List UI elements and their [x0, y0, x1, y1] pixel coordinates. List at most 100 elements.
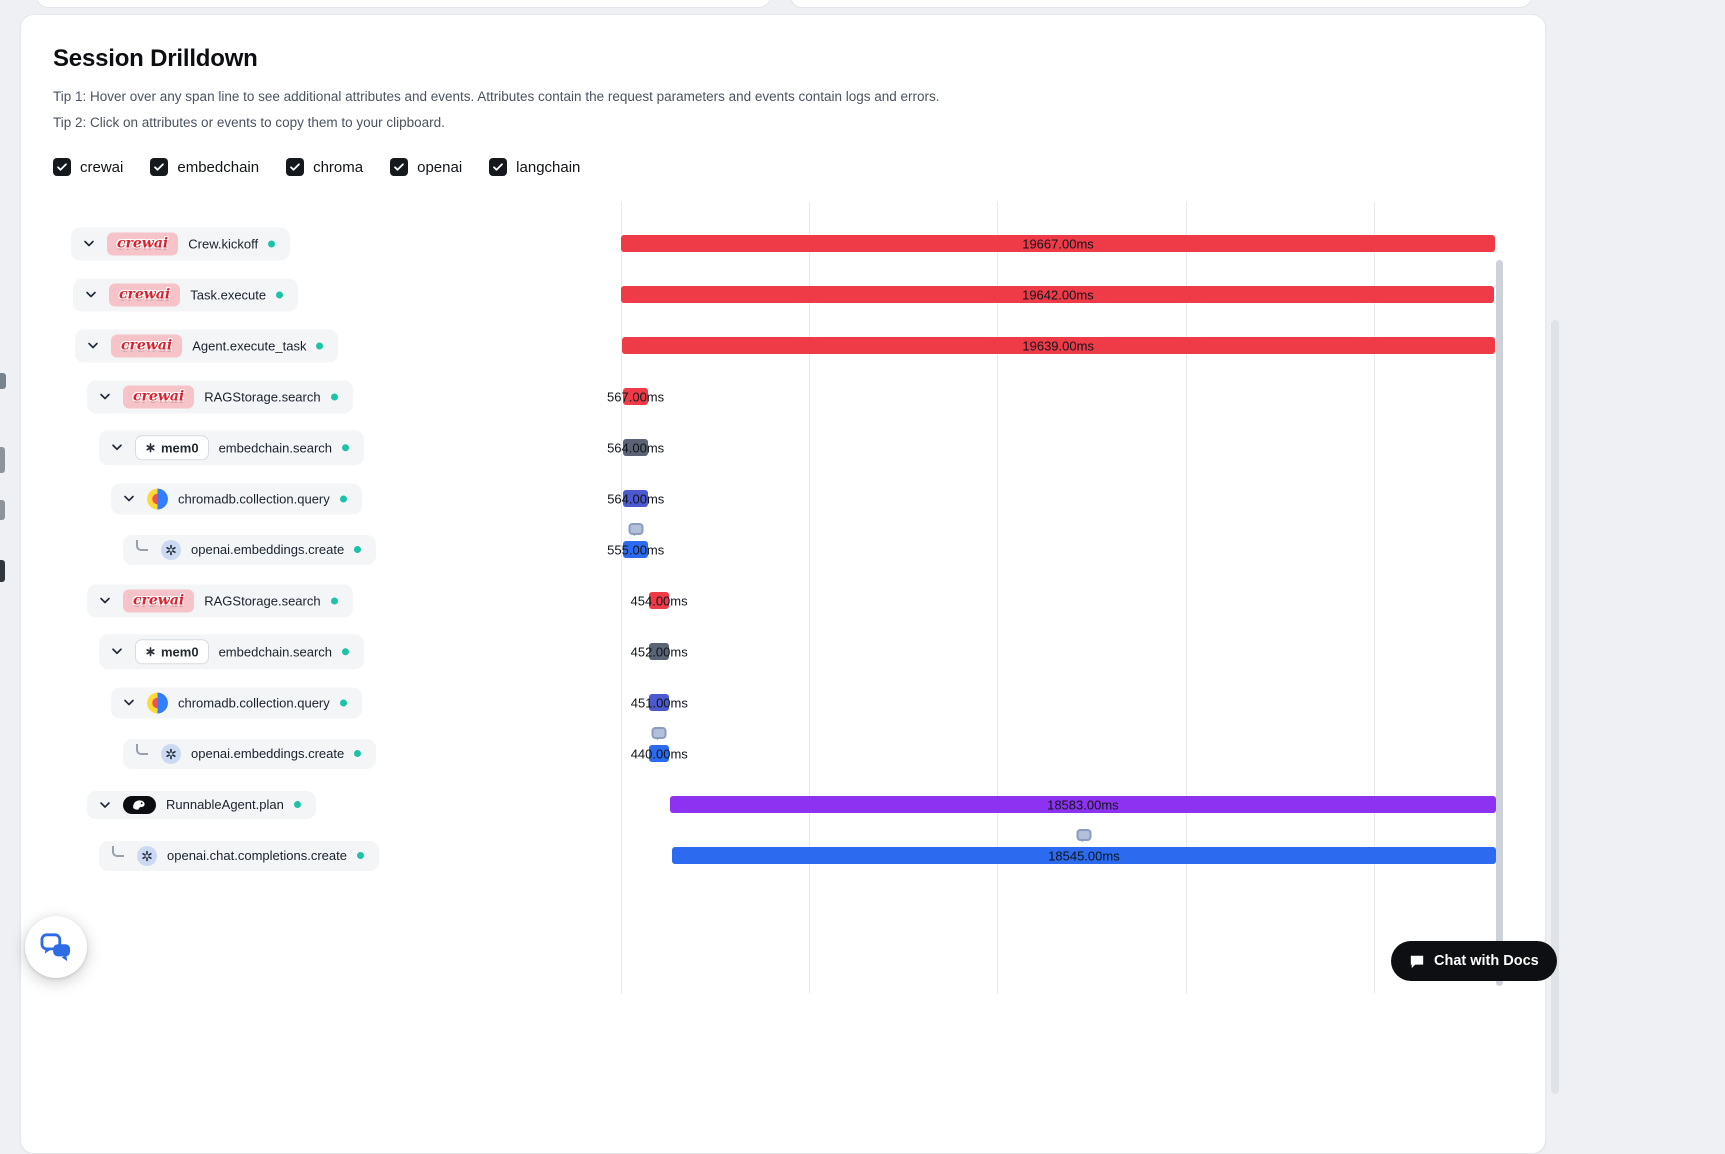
span-label-pill[interactable]: crewai RAGStorage.search [87, 584, 353, 617]
chevron-down-icon[interactable] [81, 236, 97, 252]
tip-2: Tip 2: Click on attributes or events to … [53, 115, 445, 130]
waterfall-scrollbar[interactable] [1496, 260, 1503, 986]
status-dot [354, 750, 362, 757]
span-duration: 440.00ms [630, 746, 688, 761]
span-bar[interactable]: 452.00ms [631, 643, 688, 660]
span-bar[interactable]: 567.00ms [607, 388, 664, 405]
span-name: RunnableAgent.plan [166, 797, 284, 812]
span-name: chromadb.collection.query [178, 491, 330, 506]
span-label-pill[interactable]: openai.embeddings.create [123, 738, 377, 769]
status-dot [316, 342, 324, 349]
span-duration: 18545.00ms [1048, 848, 1120, 863]
event-bubble-icon[interactable] [628, 523, 644, 536]
openai-icon [161, 539, 181, 560]
crewai-logo-badge: crewai [107, 232, 179, 255]
span-label-pill[interactable]: crewai RAGStorage.search [87, 380, 353, 413]
chevron-down-icon[interactable] [97, 389, 113, 405]
span-bar[interactable]: 564.00ms [607, 439, 664, 456]
checkbox-checked-icon[interactable] [489, 158, 508, 176]
span-name: Task.execute [190, 287, 267, 302]
span-label-pill[interactable]: openai.chat.completions.create [99, 840, 379, 871]
span-row: mem0 embedchain.search 564.00ms [53, 422, 1513, 473]
span-row: crewai Crew.kickoff 19667.00ms [53, 218, 1513, 269]
span-duration: 451.00ms [630, 695, 688, 710]
span-bar[interactable]: 555.00ms [607, 523, 664, 558]
span-name: embedchain.search [218, 440, 333, 455]
span-row: crewai Agent.execute_task 19639.00ms [53, 320, 1513, 371]
span-name: Agent.execute_task [192, 338, 307, 353]
chevron-down-icon[interactable] [83, 287, 99, 303]
filter-embedchain[interactable]: embedchain [150, 158, 259, 176]
span-bar[interactable]: 18583.00ms [669, 796, 1496, 813]
span-duration: 18583.00ms [1047, 797, 1119, 812]
event-bubble-icon[interactable] [651, 727, 667, 740]
span-label-pill[interactable]: chromadb.collection.query [111, 687, 362, 718]
span-bar[interactable]: 19639.00ms [621, 337, 1495, 354]
span-label-pill[interactable]: crewai Crew.kickoff [71, 227, 291, 260]
status-dot [276, 291, 284, 298]
edge-artifact [0, 373, 6, 389]
chevron-down-icon[interactable] [85, 338, 101, 354]
span-name: chromadb.collection.query [178, 695, 330, 710]
span-label-pill[interactable]: crewai Task.execute [73, 278, 299, 311]
span-label-pill[interactable]: mem0 embedchain.search [99, 429, 365, 466]
event-bubble-icon[interactable] [1076, 829, 1092, 842]
chat-launcher-button[interactable] [25, 916, 87, 978]
span-bar[interactable]: 564.00ms [607, 490, 664, 507]
gridline [809, 202, 810, 994]
chat-with-docs-label: Chat with Docs [1434, 953, 1539, 969]
span-duration: 567.00ms [607, 389, 665, 404]
chat-bubble-icon [1410, 955, 1424, 968]
chat-bubbles-icon [40, 933, 71, 962]
chevron-down-icon[interactable] [97, 593, 113, 609]
filter-chroma[interactable]: chroma [286, 158, 363, 176]
span-bar[interactable]: 19642.00ms [621, 286, 1495, 303]
checkbox-checked-icon[interactable] [286, 158, 305, 176]
span-label-pill[interactable]: mem0 embedchain.search [99, 633, 365, 670]
chevron-down-icon[interactable] [121, 491, 137, 507]
checkbox-checked-icon[interactable] [150, 158, 169, 176]
openai-icon [137, 845, 157, 866]
gridline [1186, 202, 1187, 994]
page-scrollbar[interactable] [1551, 320, 1559, 1094]
span-name: RAGStorage.search [204, 593, 321, 608]
chevron-down-icon[interactable] [121, 695, 137, 711]
span-label-pill[interactable]: RunnableAgent.plan [87, 790, 316, 819]
span-rows: crewai Crew.kickoff 19667.00ms crewai Ta… [53, 218, 1513, 881]
filter-label: openai [417, 158, 463, 176]
chat-with-docs-button[interactable]: Chat with Docs [1391, 941, 1557, 981]
span-label-pill[interactable]: openai.embeddings.create [123, 534, 377, 565]
span-duration: 19639.00ms [1022, 338, 1094, 353]
span-row: openai.embeddings.create 555.00ms [53, 523, 1513, 575]
span-bar[interactable]: 454.00ms [631, 592, 688, 609]
tree-elbow-connector [136, 743, 148, 755]
span-label-pill[interactable]: chromadb.collection.query [111, 483, 362, 514]
span-bar[interactable]: 18545.00ms [671, 829, 1496, 864]
checkbox-checked-icon[interactable] [53, 158, 71, 176]
chevron-down-icon[interactable] [97, 797, 113, 813]
span-row: chromadb.collection.query 564.00ms [53, 473, 1513, 524]
tree-elbow-connector [136, 539, 148, 551]
span-label-pill[interactable]: crewai Agent.execute_task [75, 329, 339, 362]
filter-openai[interactable]: openai [390, 158, 462, 176]
span-bar[interactable]: 19667.00ms [621, 235, 1495, 252]
span-bar[interactable]: 451.00ms [631, 694, 688, 711]
span-name: openai.chat.completions.create [167, 848, 347, 863]
chevron-down-icon[interactable] [109, 440, 125, 456]
chevron-down-icon[interactable] [109, 644, 125, 660]
span-name: openai.embeddings.create [191, 542, 345, 557]
span-name: openai.embeddings.create [191, 746, 345, 761]
filter-langchain[interactable]: langchain [489, 158, 580, 176]
span-bar[interactable]: 440.00ms [631, 727, 688, 762]
span-duration: 452.00ms [630, 644, 688, 659]
checkbox-checked-icon[interactable] [390, 158, 409, 176]
langchain-bird-icon [133, 799, 145, 810]
status-dot [268, 240, 276, 247]
filter-label: crewai [80, 158, 124, 176]
status-dot [293, 801, 301, 808]
status-dot [339, 495, 347, 502]
span-name: RAGStorage.search [204, 389, 321, 404]
filter-crewai[interactable]: crewai [53, 158, 123, 176]
session-drilldown-card: Session Drilldown Tip 1: Hover over any … [20, 14, 1546, 1154]
span-name: Crew.kickoff [188, 236, 259, 251]
